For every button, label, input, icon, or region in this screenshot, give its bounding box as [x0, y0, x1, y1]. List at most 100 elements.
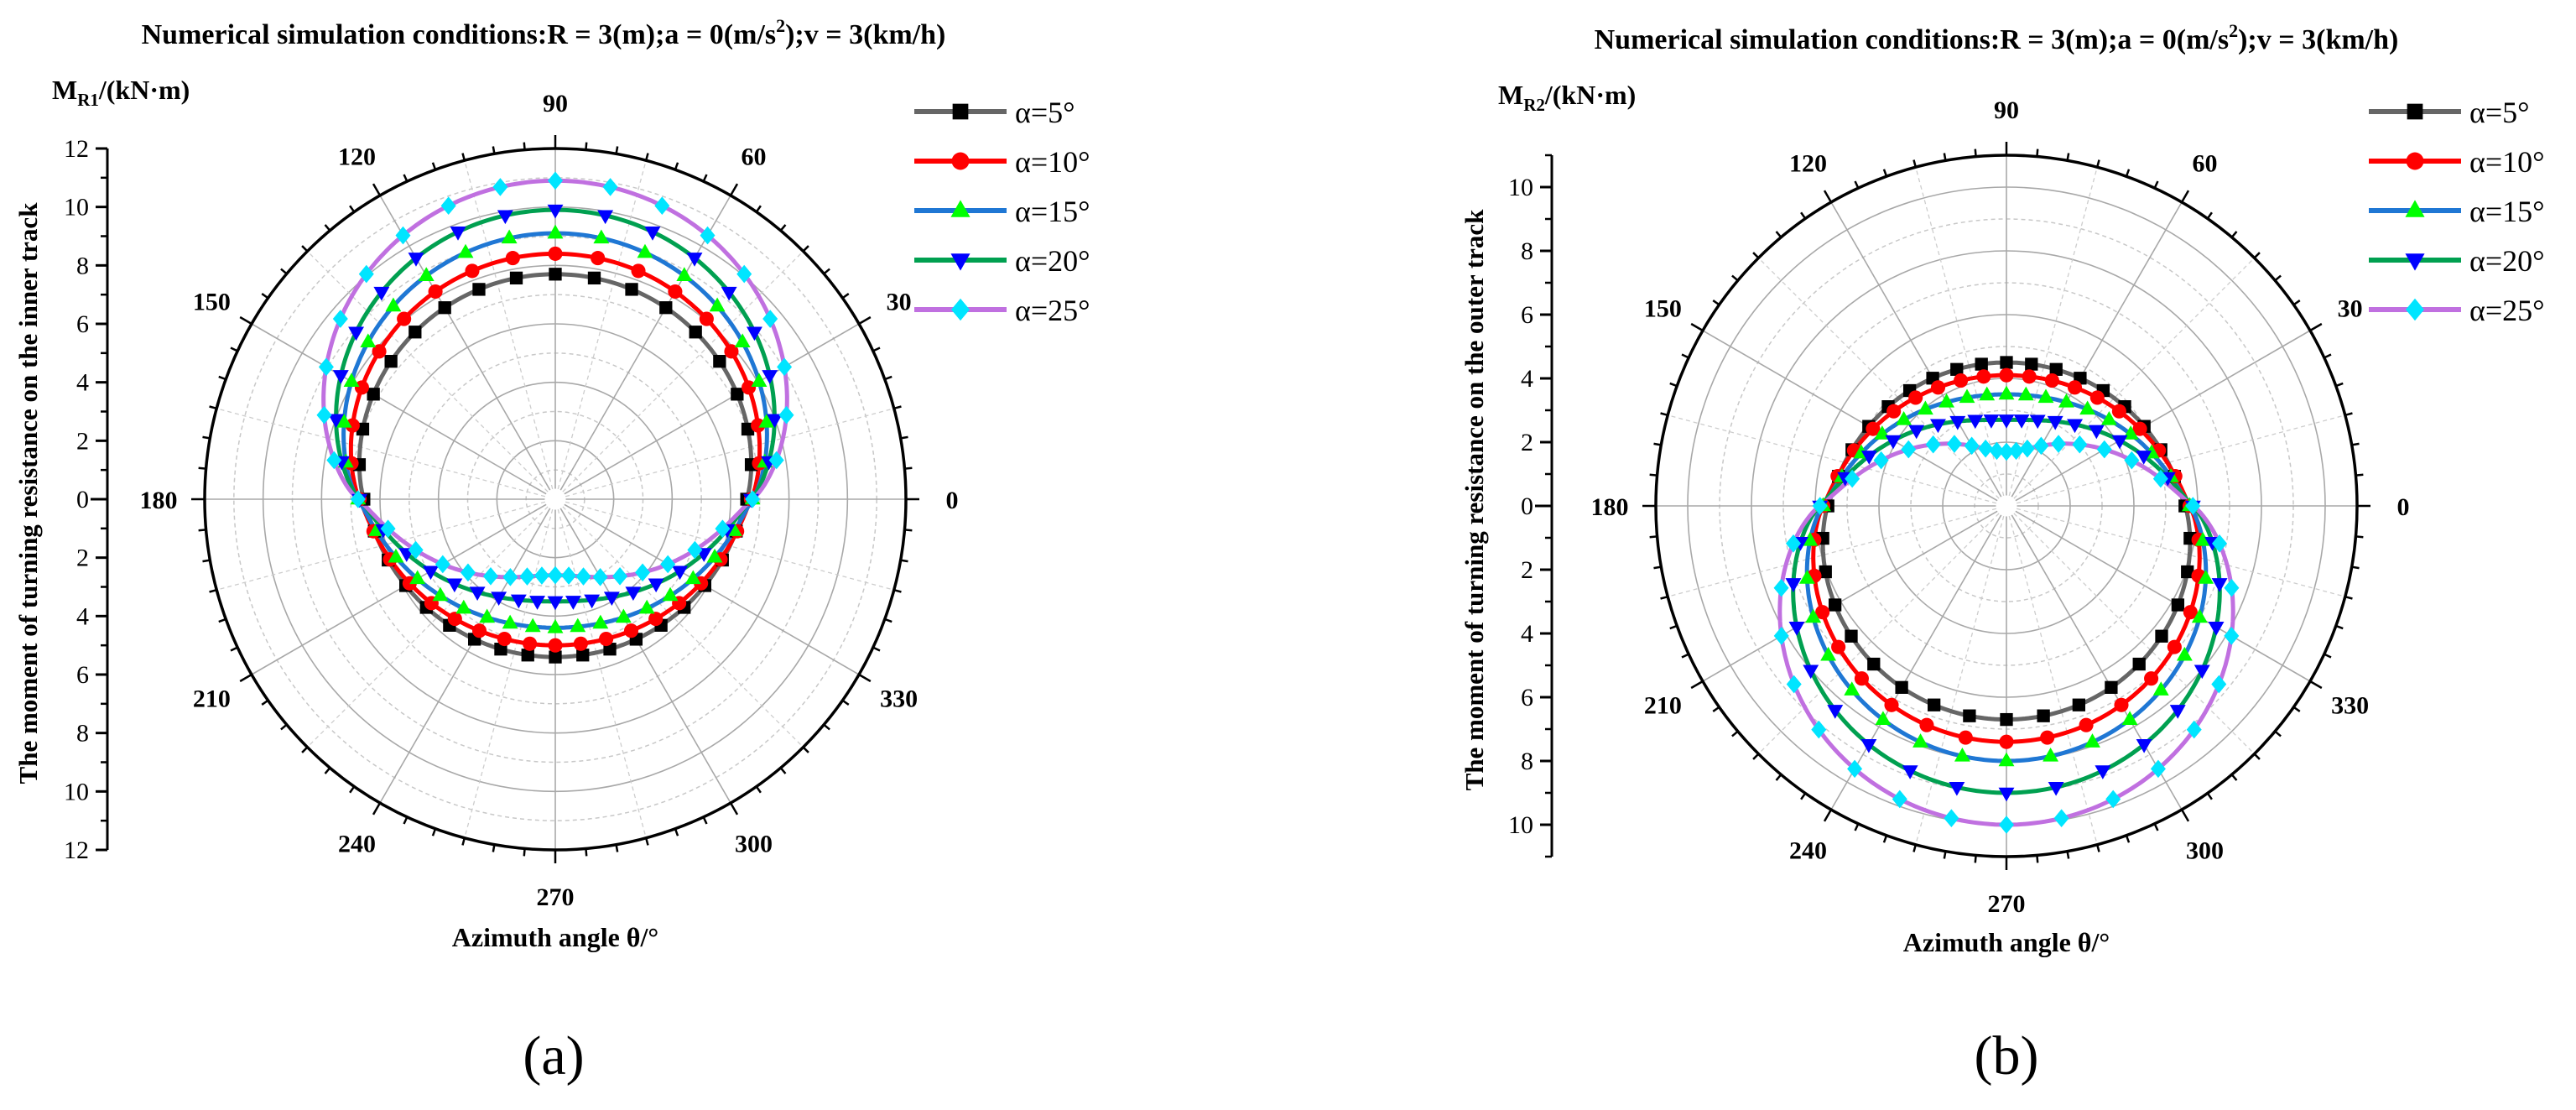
- data-point: [1917, 400, 1933, 415]
- data-point: [731, 388, 744, 401]
- radial-tick-label: 6: [1521, 684, 1533, 711]
- angle-tick: [2180, 809, 2190, 822]
- angle-tick: [615, 146, 619, 154]
- angle-tick: [1712, 300, 1720, 306]
- angle-tick: [585, 848, 588, 857]
- data-point: [724, 344, 739, 359]
- angle-label: 240: [1789, 837, 1827, 865]
- data-point: [1999, 367, 2014, 383]
- angle-tick: [198, 529, 206, 532]
- data-point: [2121, 711, 2138, 726]
- data-point: [1885, 435, 1902, 450]
- angle-tick: [904, 529, 913, 532]
- data-point: [395, 226, 411, 245]
- data-point: [2053, 809, 2069, 828]
- data-point: [721, 286, 737, 301]
- spoke: [565, 408, 894, 498]
- data-point: [625, 586, 642, 602]
- angle-label: 150: [1644, 295, 1682, 323]
- angle-tick: [1823, 190, 1833, 203]
- angle-tick: [1681, 653, 1689, 659]
- angle-tick: [823, 723, 830, 731]
- angle-labels: 0 30 60 90 120 150 180 210 240 270 300 330: [140, 90, 959, 911]
- angle-tick: [372, 183, 382, 196]
- data-point: [573, 636, 588, 651]
- spoke: [251, 503, 547, 675]
- data-point: [345, 418, 360, 433]
- angle-label: 0: [2397, 493, 2410, 521]
- angle-tick: [372, 802, 382, 816]
- data-point: [706, 548, 723, 563]
- data-point: [505, 251, 520, 266]
- data-point: [388, 548, 404, 563]
- angle-tick: [2274, 274, 2282, 282]
- data-point: [2152, 469, 2168, 488]
- spoke: [1915, 167, 2005, 497]
- radial-tick-label: 4: [76, 602, 89, 630]
- data-point: [1828, 598, 1842, 612]
- angle-tick: [802, 245, 809, 253]
- legend: α=5° α=10° α=15° α=20° α=25°: [2369, 96, 2545, 327]
- angle-label: 120: [338, 143, 376, 170]
- radial-tick-label: 4: [76, 369, 89, 397]
- data-point: [548, 246, 563, 261]
- angle-label: 270: [537, 883, 575, 911]
- data-point: [751, 373, 768, 388]
- data-point: [1930, 380, 1946, 395]
- angle-tick: [893, 588, 902, 593]
- data-point: [676, 267, 693, 281]
- angle-tick: [1912, 159, 1918, 168]
- angle-tick: [858, 315, 872, 326]
- angle-tick: [615, 844, 619, 852]
- angle-tick: [1854, 823, 1860, 831]
- radial-tick-label: 12: [64, 836, 89, 864]
- angle-tick: [492, 844, 496, 852]
- data-point: [328, 414, 345, 429]
- radial-tick-label: 4: [1521, 620, 1533, 648]
- data-point: [372, 344, 387, 359]
- data-point: [1998, 414, 2015, 429]
- data-point: [2033, 436, 2049, 456]
- data-point: [1854, 671, 1869, 686]
- data-point: [471, 623, 487, 638]
- legend: α=5° α=10° α=15° α=20° α=25°: [914, 96, 1090, 327]
- data-point: [1860, 738, 1877, 753]
- angle-tick: [202, 435, 211, 440]
- data-point: [547, 204, 564, 219]
- angle-tick: [2180, 190, 2190, 203]
- data-point: [1949, 415, 1966, 430]
- angle-tick: [2274, 730, 2282, 737]
- data-point: [778, 405, 794, 425]
- angle-tick: [841, 699, 850, 706]
- data-point: [1979, 386, 1996, 401]
- data-point: [1805, 608, 1822, 623]
- spoke: [2016, 508, 2345, 597]
- data-point: [547, 596, 564, 611]
- data-point: [2185, 497, 2201, 515]
- data-point: [479, 608, 496, 623]
- angle-labels: 0 30 60 90 120 150 180 210 240 270 300 330: [1591, 96, 2410, 918]
- radial-tick-label: 8: [76, 252, 89, 279]
- angle-tick: [2355, 473, 2364, 477]
- spoke: [2013, 513, 2256, 755]
- angle-tick: [403, 174, 409, 182]
- data-point: [523, 636, 538, 651]
- data-point: [408, 253, 424, 267]
- data-point: [689, 326, 702, 339]
- angle-tick: [209, 588, 217, 593]
- data-point: [2067, 380, 2083, 395]
- data-point: [360, 333, 377, 348]
- data-point: [422, 565, 439, 581]
- angle-label: 150: [193, 289, 231, 316]
- spoke: [306, 250, 549, 492]
- data-point: [2037, 709, 2050, 722]
- angle-tick: [2344, 412, 2353, 417]
- data-point: [1954, 373, 1969, 388]
- legend-label: α=25°: [2469, 294, 2545, 327]
- spoke: [557, 160, 647, 490]
- angle-tick: [702, 174, 708, 182]
- data-point: [593, 229, 610, 244]
- angle-label: 120: [1789, 149, 1827, 177]
- angle-label: 60: [742, 143, 767, 170]
- data-point: [1788, 622, 1805, 636]
